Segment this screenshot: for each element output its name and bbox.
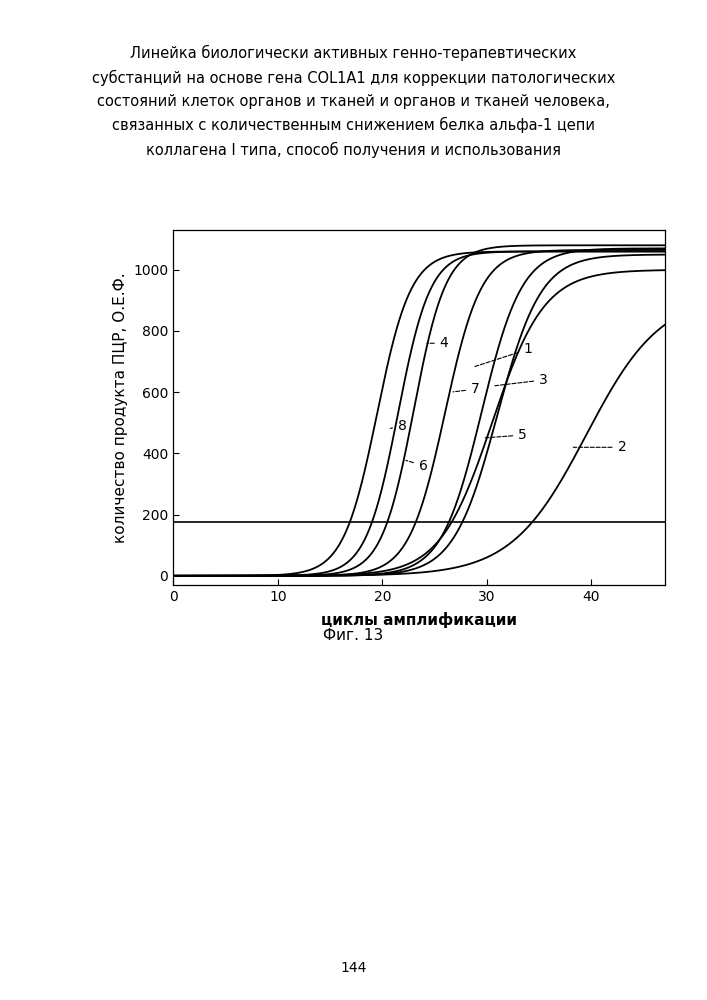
Text: 2: 2 — [573, 440, 626, 454]
Text: 8: 8 — [390, 419, 407, 433]
Y-axis label: количество продукта ПЦР, О.Е.Ф.: количество продукта ПЦР, О.Е.Ф. — [112, 272, 128, 543]
Text: Линейка биологически активных генно-терапевтических
субстанций на основе гена CO: Линейка биологически активных генно-тера… — [92, 45, 615, 158]
Text: 3: 3 — [495, 373, 548, 387]
Text: 4: 4 — [427, 336, 448, 350]
X-axis label: циклы амплификации: циклы амплификации — [321, 612, 517, 628]
Text: Фиг. 13: Фиг. 13 — [323, 628, 384, 643]
Text: 5: 5 — [484, 428, 527, 442]
Text: 6: 6 — [406, 459, 428, 473]
Text: 1: 1 — [474, 342, 532, 367]
Text: 144: 144 — [340, 961, 367, 975]
Text: 7: 7 — [453, 382, 480, 396]
